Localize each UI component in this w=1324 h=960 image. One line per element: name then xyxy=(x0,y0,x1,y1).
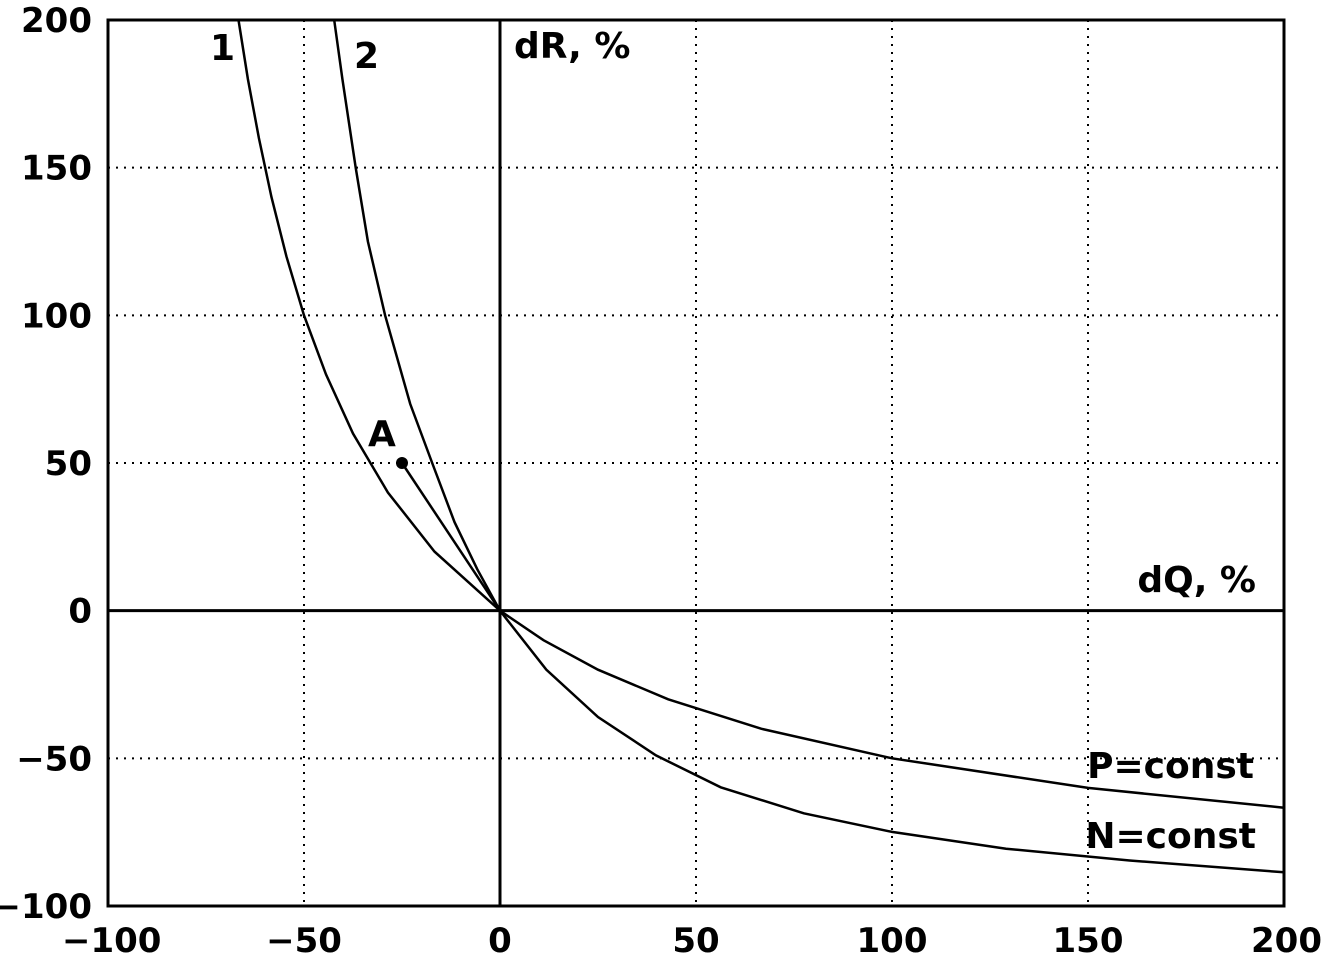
axes xyxy=(108,20,1284,906)
x-tick-label: 200 xyxy=(1251,921,1322,960)
x-tick-label: 50 xyxy=(672,921,719,960)
series-label-p-const: P=const xyxy=(1087,746,1254,787)
y-tick-label: 100 xyxy=(21,296,92,336)
point-a-label: A xyxy=(368,414,396,455)
x-tick-label: 0 xyxy=(488,921,512,960)
y-tick-label: 150 xyxy=(21,149,92,189)
point-a-line xyxy=(400,462,502,612)
series xyxy=(237,19,1285,874)
point-a-marker xyxy=(396,457,408,469)
curve-2-number: 2 xyxy=(354,36,379,77)
plot-frame xyxy=(106,18,1286,908)
y-tick-label: −50 xyxy=(16,739,92,779)
y-tick-label: 0 xyxy=(68,592,92,632)
series-label-n-const: N=const xyxy=(1085,816,1256,857)
y-tick-label: 200 xyxy=(21,1,92,41)
y-tick-label: 50 xyxy=(45,444,92,484)
y-tick-label: −100 xyxy=(0,887,92,927)
curve-1-number: 1 xyxy=(210,28,235,69)
x-tick-label: 100 xyxy=(857,921,928,960)
y-axis-label: dR, % xyxy=(514,26,630,67)
x-tick-label: 150 xyxy=(1053,921,1124,960)
x-axis-label: dQ, % xyxy=(1137,560,1256,601)
series-line-2 xyxy=(332,19,1285,874)
x-tick-label: −100 xyxy=(62,921,161,960)
series-line-1 xyxy=(237,19,1285,809)
x-tick-label: −50 xyxy=(266,921,342,960)
